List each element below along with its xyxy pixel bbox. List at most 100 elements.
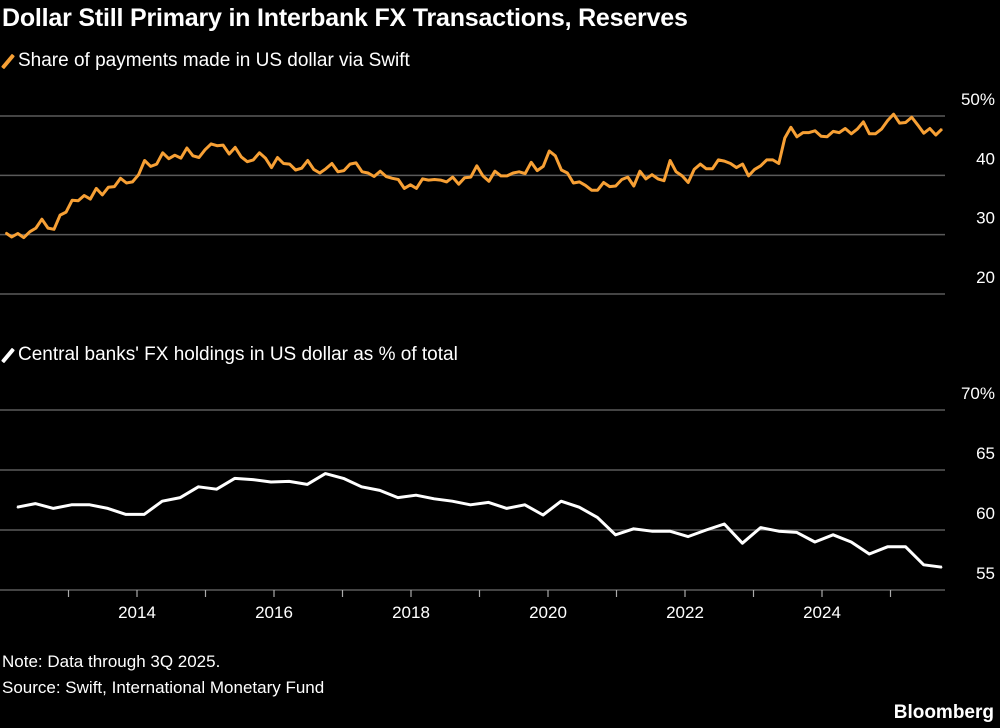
y-tick-label: 55 [976,564,995,583]
data-point [506,175,508,177]
data-point [35,227,37,229]
bloomberg-logo: Bloomberg [893,702,994,723]
data-point [796,531,798,534]
data-point [633,528,635,530]
data-point [614,534,617,536]
data-point [542,165,544,168]
data-point [500,175,502,177]
data-point [880,128,883,130]
y-tick-label: 30 [976,209,995,228]
data-point [306,483,308,485]
data-point [717,159,720,161]
data-point [754,168,756,170]
data-point [524,504,526,506]
data-point [832,130,834,133]
data-point [343,169,345,172]
data-point [222,144,224,146]
data-point [179,497,181,499]
data-point [699,163,701,165]
data-point [113,186,116,188]
data-point [487,501,490,503]
data-point [633,185,635,187]
data-point [379,170,381,172]
data-point [488,180,490,182]
data-point [572,182,575,184]
data-point [741,163,744,165]
data-point [288,480,290,482]
data-point [766,159,768,161]
data-point [476,165,478,167]
data-point [125,182,128,184]
data-point [850,541,852,543]
data-point [215,488,218,490]
data-point [645,178,647,180]
data-point [554,155,556,157]
data-point [174,154,176,156]
data-point [451,500,453,502]
data-point [415,187,418,189]
y-tick-label: 70% [961,384,995,403]
data-point [778,162,780,165]
note: Note: Data through 3Q 2025. [2,652,221,671]
data-point [687,181,689,184]
data-point [778,530,780,532]
data-point [379,489,381,491]
data-point [216,145,218,147]
data-point [107,507,109,509]
data-point [548,150,550,152]
data-point [125,513,127,516]
x-tick-label: 2024 [803,603,841,622]
data-point [506,507,508,509]
data-point [270,167,273,169]
data-point [143,513,145,516]
data-point [832,534,834,536]
data-point [192,155,194,157]
data-point [597,189,599,191]
data-point [760,165,762,167]
data-point [844,127,846,130]
data-point [578,506,580,508]
data-point [264,157,267,159]
data-point [288,163,291,165]
data-point [536,169,538,172]
data-point [270,481,272,483]
x-tick-label: 2020 [529,603,567,622]
data-point [307,159,309,162]
data-point [838,132,840,134]
data-point [711,168,713,170]
data-point [385,175,387,178]
data-point [458,183,460,185]
data-point [70,504,73,506]
data-point [246,161,248,163]
data-point [301,167,303,169]
data-point [675,171,677,173]
data-point [905,121,907,124]
data-point [681,175,683,177]
data-point [826,136,828,138]
data-point [161,500,163,502]
data-point [168,158,170,160]
data-point [252,479,254,481]
data-point [850,133,852,135]
data-point [119,177,122,179]
data-point [367,172,369,174]
data-point [71,199,73,201]
data-point [905,546,907,548]
data-point [469,504,472,506]
data-point [433,178,436,181]
data-point [886,120,889,122]
data-point [603,181,605,184]
data-point [808,132,810,134]
y-tick-label: 65 [976,444,995,463]
data-point [669,530,671,532]
data-point [5,232,7,234]
x-tick-label: 2022 [666,603,704,622]
y-tick-label: 60 [976,504,995,523]
data-point [452,176,454,178]
data-point [137,174,140,176]
data-point [180,157,182,159]
data-point [651,530,653,532]
data-point [941,566,943,568]
data-point [89,504,91,506]
